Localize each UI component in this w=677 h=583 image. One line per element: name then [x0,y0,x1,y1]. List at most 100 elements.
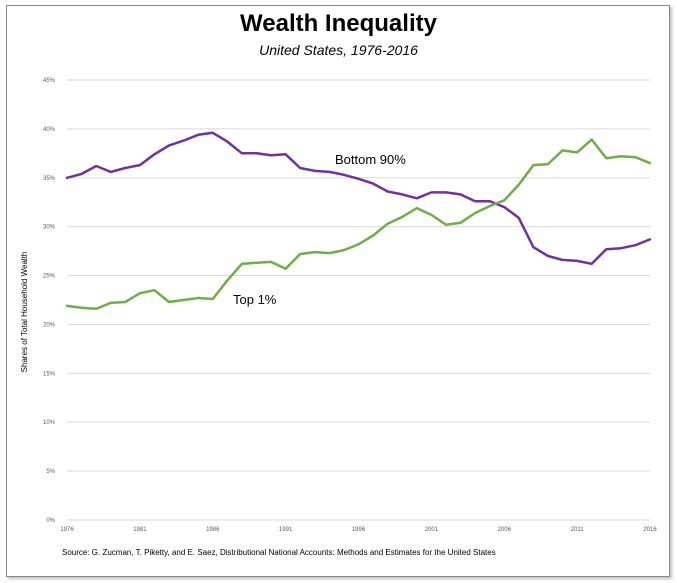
y-tick-label: 20% [43,322,56,328]
source-note: Source: G. Zucman, T. Piketty, and E. Sa… [62,548,496,557]
y-axis-label: Shares of Total Household Wealth [20,252,29,373]
data-point-top-1 [649,162,651,164]
data-point-top-1 [590,138,593,141]
data-point-bottom-90 [197,134,199,136]
y-tick-label: 40% [43,127,56,133]
data-point-bottom-90 [620,247,622,249]
data-point-top-1 [284,267,287,270]
data-point-bottom-90 [386,190,389,193]
data-point-bottom-90 [139,164,141,166]
y-tick-label: 25% [43,274,56,280]
data-point-top-1 [226,279,229,282]
data-point-bottom-90 [634,244,637,246]
data-point-top-1 [372,234,374,237]
y-axis-ticks: 0% 5% 10% 15% 20% 25% 30% 35% 40% 45% [43,78,56,524]
data-point-top-1 [488,205,491,207]
data-point-bottom-90 [547,255,549,257]
data-point-top-1 [474,212,476,214]
data-point-top-1 [212,298,214,300]
data-point-bottom-90 [270,154,272,157]
data-point-bottom-90 [124,167,127,169]
data-point-top-1 [168,301,170,303]
x-tick-label: 1981 [133,527,147,533]
x-tick-label: 1996 [352,527,366,533]
annotation-label: Top 1% [233,292,277,307]
data-point-bottom-90 [80,173,83,175]
y-tick-label: 45% [43,78,56,84]
data-point-top-1 [299,253,302,255]
data-point-top-1 [518,183,520,186]
data-point-bottom-90 [343,174,345,176]
data-point-top-1 [561,149,564,152]
data-point-bottom-90 [503,206,506,208]
data-point-top-1 [95,308,97,310]
data-point-top-1 [576,151,578,154]
data-point-bottom-90 [212,132,214,134]
gridlines [67,79,650,521]
data-point-bottom-90 [488,200,491,202]
data-point-top-1 [430,214,433,216]
chart-subtitle: United States, 1976-2016 [259,42,418,58]
data-point-bottom-90 [372,182,374,185]
data-point-bottom-90 [459,193,462,196]
data-point-top-1 [605,157,608,159]
x-tick-label: 2006 [498,527,512,533]
data-point-bottom-90 [605,248,608,250]
y-tick-label: 0% [46,518,55,524]
data-point-top-1 [357,243,360,246]
data-point-bottom-90 [357,178,360,180]
data-point-bottom-90 [299,167,302,169]
data-point-bottom-90 [474,200,476,202]
data-point-bottom-90 [328,171,331,173]
data-point-bottom-90 [66,177,68,179]
data-point-top-1 [503,199,506,202]
data-point-bottom-90 [590,263,593,265]
y-tick-label: 30% [43,225,56,231]
x-tick-label: 1976 [60,527,74,533]
data-point-bottom-90 [241,152,243,155]
data-point-bottom-90 [255,152,258,155]
data-point-bottom-90 [518,217,520,219]
data-point-top-1 [343,249,345,251]
data-point-bottom-90 [168,144,170,147]
data-point-top-1 [328,252,331,254]
data-point-bottom-90 [416,197,418,200]
data-point-bottom-90 [649,238,651,241]
data-point-bottom-90 [182,139,185,142]
y-tick-label: 10% [43,420,56,426]
data-point-top-1 [109,302,112,304]
data-point-bottom-90 [532,246,535,248]
data-point-bottom-90 [95,165,97,167]
data-point-bottom-90 [445,191,447,194]
data-point-bottom-90 [226,140,229,143]
annotation-label: Bottom 90% [335,152,406,167]
data-point-bottom-90 [430,191,433,194]
data-point-bottom-90 [109,171,112,173]
data-point-top-1 [416,207,418,209]
data-point-top-1 [620,155,622,158]
data-point-top-1 [80,307,83,309]
series-annotations: Bottom 90% Top 1% [233,152,406,307]
data-point-bottom-90 [284,153,287,156]
chart-title: Wealth Inequality [240,10,437,37]
y-tick-label: 35% [43,176,56,182]
y-tick-label: 5% [46,469,55,475]
x-tick-label: 2001 [425,527,439,533]
data-point-bottom-90 [401,193,404,196]
data-point-top-1 [182,299,185,301]
data-point-bottom-90 [153,153,156,156]
x-tick-label: 1991 [279,527,293,533]
data-point-top-1 [255,262,258,264]
y-tick-label: 15% [43,371,56,377]
data-point-top-1 [197,297,199,299]
data-point-top-1 [139,292,141,295]
data-point-bottom-90 [576,260,578,262]
data-point-top-1 [532,164,535,166]
data-point-top-1 [634,156,637,158]
data-point-bottom-90 [561,259,564,261]
x-axis-ticks: 1976 1981 1986 1991 1996 2001 2006 2011 2016 [60,527,657,533]
series-lines [65,131,652,311]
data-point-top-1 [386,222,389,225]
data-point-top-1 [124,301,127,303]
